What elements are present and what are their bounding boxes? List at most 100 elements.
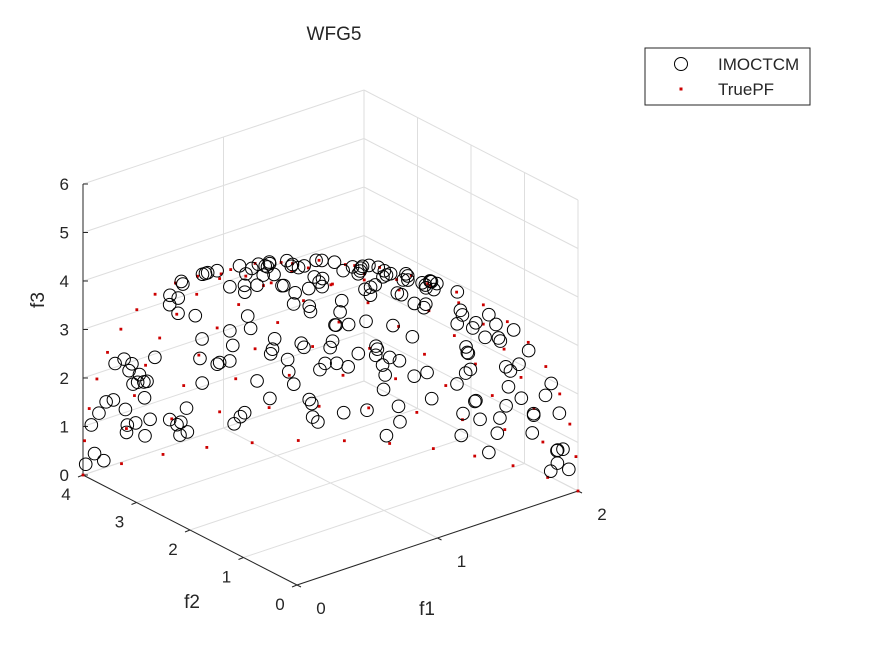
imoctcm-point	[415, 275, 429, 290]
imoctcm-point	[550, 456, 565, 470]
y-tick-mark	[291, 584, 298, 588]
x-tick-label: 2	[597, 505, 606, 524]
truepf-point	[244, 274, 248, 278]
imoctcm-point	[463, 362, 478, 377]
imoctcm-point	[354, 261, 368, 275]
grid-line	[363, 283, 579, 395]
truepf-point	[526, 340, 530, 344]
truepf-point	[311, 345, 315, 348]
imoctcm-point	[407, 369, 422, 383]
imoctcm-point	[379, 268, 394, 282]
truepf-point	[431, 447, 435, 450]
truepf-point	[541, 440, 545, 444]
series-imoctcm	[78, 253, 576, 478]
imoctcm-point	[363, 280, 378, 294]
imoctcm-point	[288, 285, 302, 300]
truepf-point	[196, 274, 199, 278]
imoctcm-point	[370, 342, 385, 356]
imoctcm-point	[233, 409, 248, 424]
truepf-point	[175, 312, 179, 316]
grid-line	[363, 138, 579, 249]
grid-line	[363, 380, 579, 492]
truepf-point	[544, 365, 548, 368]
imoctcm-point	[227, 417, 241, 431]
imoctcm-point	[461, 346, 476, 361]
imoctcm-point	[291, 260, 306, 275]
imoctcm-point	[526, 408, 541, 423]
imoctcm-point	[117, 352, 131, 366]
z-tick-label: 3	[60, 321, 69, 340]
imoctcm-point	[96, 453, 111, 468]
imoctcm-point	[315, 271, 330, 286]
imoctcm-point	[363, 288, 378, 302]
truepf-point	[331, 282, 334, 286]
imoctcm-point	[212, 355, 227, 370]
grid-line	[189, 435, 472, 531]
grid-line	[363, 186, 579, 298]
imoctcm-point	[240, 309, 255, 323]
truepf-point	[197, 353, 201, 357]
truepf-point	[87, 407, 91, 410]
imoctcm-point	[482, 445, 496, 460]
imoctcm-point	[333, 305, 347, 319]
truepf-point	[409, 274, 413, 277]
imoctcm-point	[341, 360, 355, 374]
imoctcm-point	[420, 365, 434, 380]
imoctcm-point	[162, 297, 177, 312]
imoctcm-point	[525, 426, 540, 440]
imoctcm-point	[302, 392, 317, 407]
truepf-point	[415, 410, 419, 414]
imoctcm-point	[400, 269, 415, 283]
imoctcm-point	[493, 411, 507, 425]
imoctcm-point	[286, 297, 301, 311]
imoctcm-point	[267, 331, 282, 346]
y-tick-label: 1	[222, 568, 231, 587]
imoctcm-point	[329, 318, 343, 332]
imoctcm-point	[84, 418, 99, 432]
truepf-point	[106, 350, 109, 354]
imoctcm-point	[179, 401, 194, 415]
imoctcm-point	[454, 428, 469, 443]
axes-lines	[77, 183, 583, 588]
imoctcm-point	[323, 340, 337, 355]
imoctcm-point	[294, 336, 309, 351]
imoctcm-point	[87, 446, 102, 461]
truepf-point	[329, 283, 333, 287]
imoctcm-point	[302, 299, 317, 313]
imoctcm-point	[418, 297, 433, 311]
imoctcm-point	[341, 317, 356, 332]
truepf-point	[317, 258, 321, 262]
imoctcm-point	[351, 346, 366, 361]
imoctcm-point	[305, 410, 320, 424]
imoctcm-point	[250, 278, 264, 292]
truepf-point	[144, 363, 147, 367]
imoctcm-point	[336, 263, 350, 278]
imoctcm-point	[126, 377, 140, 391]
truepf-point	[195, 292, 199, 296]
truepf-point	[574, 455, 578, 459]
imoctcm-point	[456, 406, 470, 421]
chart-title: WFG5	[307, 24, 362, 45]
truepf-point	[341, 373, 345, 377]
imoctcm-point	[423, 274, 437, 288]
imoctcm-point	[514, 391, 529, 405]
imoctcm-point	[512, 357, 526, 372]
truepf-point	[133, 394, 136, 397]
imoctcm-point	[396, 273, 411, 287]
z-axis-label: f3	[28, 292, 49, 308]
legend-imoctcm-label: IMOCTCM	[718, 55, 799, 74]
imoctcm-point	[469, 316, 483, 330]
truepf-point	[234, 377, 238, 381]
series-truepf	[81, 258, 580, 493]
imoctcm-point	[450, 377, 464, 391]
imoctcm-point	[405, 329, 420, 344]
imoctcm-point	[125, 357, 139, 371]
imoctcm-point	[453, 303, 468, 318]
imoctcm-point	[243, 321, 258, 336]
imoctcm-point	[424, 391, 439, 406]
imoctcm-point	[391, 399, 406, 414]
truepf-point	[205, 446, 209, 449]
imoctcm-point	[222, 354, 237, 368]
truepf-point	[481, 322, 485, 326]
imoctcm-point	[108, 356, 122, 371]
